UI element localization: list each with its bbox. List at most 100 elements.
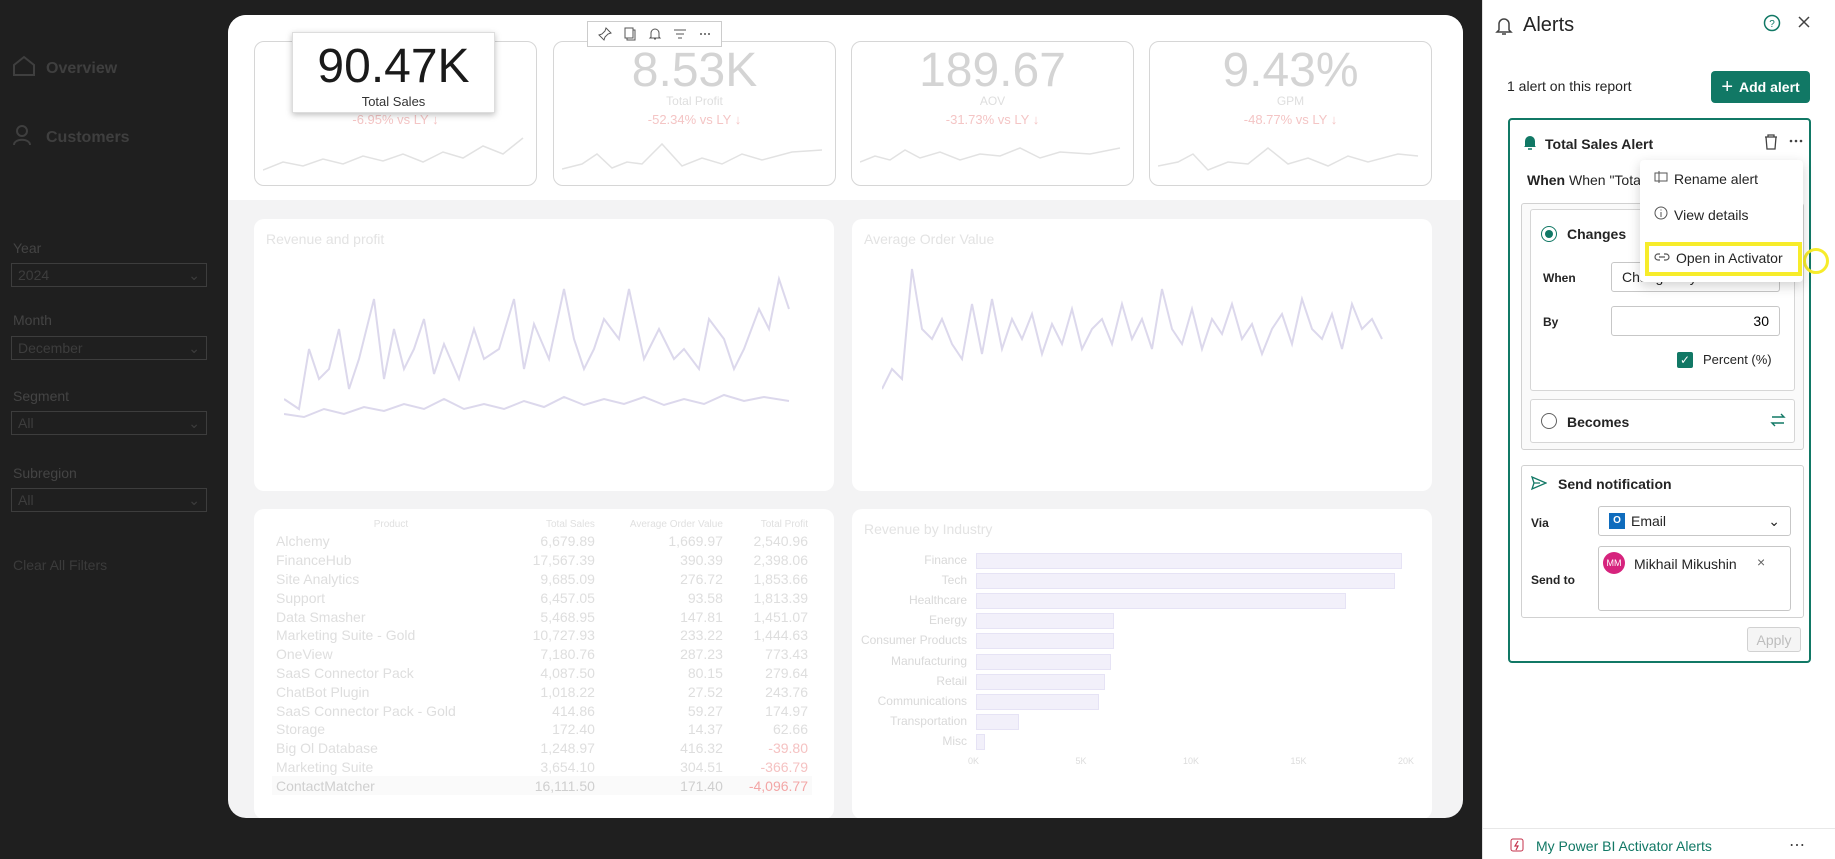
table-cell: 2,540.96: [753, 533, 809, 550]
table-header[interactable]: Average Order Value: [629, 519, 723, 530]
bar[interactable]: [976, 693, 1099, 710]
table-row[interactable]: OneView 7,180.76 287.23 773.43: [272, 645, 812, 664]
copy-icon[interactable]: [620, 24, 640, 44]
filter-subregion-select[interactable]: All ⌄: [11, 488, 207, 512]
table-cell: 287.23: [680, 646, 723, 663]
info-icon: [1654, 206, 1668, 223]
table-row[interactable]: Support 6,457.05 93.58 1,813.39: [272, 588, 812, 607]
menu-view-details[interactable]: View details: [1654, 206, 1748, 223]
revenue-by-industry-chart[interactable]: Revenue by Industry Finance Tech Healthcar…: [852, 509, 1432, 818]
home-icon: [12, 55, 36, 82]
filter-year-select[interactable]: 2024 ⌄: [11, 263, 207, 287]
add-alert-label: Add alert: [1739, 79, 1800, 95]
add-alert-button[interactable]: + Add alert: [1711, 71, 1810, 103]
table-row[interactable]: ChatBot Plugin 1,018.22 27.52 243.76: [272, 682, 812, 701]
nav-customers[interactable]: Customers: [12, 124, 130, 151]
nav-overview[interactable]: Overview: [12, 55, 117, 82]
more-options-icon[interactable]: [695, 24, 715, 44]
report-area: Overview Customers Year 2024 ⌄ Month Dece…: [0, 0, 1482, 859]
table-cell: ContactMatcher: [272, 776, 510, 796]
becomes-radio[interactable]: [1541, 413, 1557, 429]
table-row[interactable]: Alchemy 6,679.89 1,669.97 2,540.96: [272, 532, 812, 551]
table-cell: 172.40: [552, 721, 595, 738]
delete-icon[interactable]: [1763, 133, 1779, 156]
by-value-input[interactable]: [1611, 306, 1780, 336]
clear-filters-button[interactable]: Clear All Filters: [13, 557, 108, 573]
aov-chart[interactable]: Average Order Value: [852, 219, 1432, 491]
changes-radio[interactable]: [1541, 226, 1557, 242]
via-select[interactable]: O Email ⌄: [1598, 506, 1791, 536]
filter-month-select[interactable]: December ⌄: [11, 336, 207, 360]
menu-open-in-activator[interactable]: Open in Activator: [1654, 250, 1783, 266]
alerts-pane: Alerts ? 1 alert on this report + Add ale…: [1482, 0, 1835, 859]
bar[interactable]: [976, 673, 1105, 690]
remove-recipient-icon[interactable]: ×: [1757, 554, 1766, 570]
more-options-icon[interactable]: ⋯: [1789, 837, 1805, 854]
more-options-icon[interactable]: [1787, 132, 1805, 155]
filter-segment-select[interactable]: All ⌄: [11, 411, 207, 435]
table-row[interactable]: FinanceHub 17,567.39 390.39 2,398.06: [272, 551, 812, 570]
table-cell: 1,018.22: [540, 683, 595, 700]
bar[interactable]: [976, 713, 1019, 730]
bar[interactable]: [976, 573, 1396, 590]
table-header[interactable]: Total Sales: [545, 519, 595, 530]
table-cell: 1,444.63: [753, 627, 809, 644]
table-header[interactable]: Product: [373, 519, 409, 530]
table-cell: 10,727.93: [532, 627, 595, 644]
send-to-label: Send to: [1531, 573, 1575, 587]
table-header[interactable]: Total Profit: [760, 519, 808, 530]
rename-icon: [1654, 170, 1668, 187]
table-cell: 6,457.05: [540, 589, 595, 606]
table-row[interactable]: Storage 172.40 14.37 62.66: [272, 720, 812, 739]
bar[interactable]: [976, 593, 1346, 610]
menu-open-label: Open in Activator: [1676, 250, 1783, 266]
table-cell: -39.80: [768, 740, 808, 757]
table-row[interactable]: Data Smasher 5,468.95 147.81 1,451.07: [272, 607, 812, 626]
kpi-label: Total Profit: [666, 94, 723, 108]
kpi-card-aov[interactable]: 189.67 AOV -31.73% vs LY ↓: [851, 41, 1134, 186]
kpi-card-total-profit[interactable]: 8.53K Total Profit -52.34% vs LY ↓: [553, 41, 836, 186]
filter-icon[interactable]: [670, 24, 690, 44]
activator-alerts-link[interactable]: My Power BI Activator Alerts: [1536, 838, 1712, 854]
bar[interactable]: [976, 733, 985, 750]
table-row[interactable]: Marketing Suite 3,654.10 304.51 -366.79: [272, 758, 812, 777]
table-row[interactable]: Marketing Suite - Gold 10,727.93 233.22 1,4…: [272, 626, 812, 645]
by-label: By: [1543, 315, 1559, 329]
bar[interactable]: [976, 613, 1114, 630]
bar-label: Retail: [936, 673, 967, 688]
close-icon[interactable]: [1796, 14, 1812, 35]
product-table[interactable]: Product Total Sales Average Order Value Tot…: [254, 509, 834, 818]
table-cell: -4,096.77: [726, 776, 812, 796]
table-cell: 304.51: [680, 758, 723, 775]
table-row[interactable]: SaaS Connector Pack - Gold 414.86 59.27 174…: [272, 701, 812, 720]
table-row[interactable]: SaaS Connector Pack 4,087.50 80.15 279.64: [272, 664, 812, 683]
kpi-value: 8.53K: [631, 44, 758, 97]
table-cell: 1,669.97: [668, 533, 723, 550]
table-row[interactable]: ContactMatcher 16,111.50 171.40 -4,096.77: [272, 776, 812, 796]
apply-button[interactable]: Apply: [1747, 627, 1801, 652]
kpi-focus-total-sales[interactable]: 90.47K Total Sales: [292, 32, 495, 113]
table-row[interactable]: Site Analytics 9,685.09 276.72 1,853.66: [272, 570, 812, 589]
pin-icon[interactable]: [595, 24, 615, 44]
bar[interactable]: [976, 553, 1402, 569]
kpi-card-gpm[interactable]: 9.43% GPM -48.77% vs LY ↓: [1149, 41, 1432, 186]
table-cell: 233.22: [680, 627, 723, 644]
filter-label-subregion: Subregion: [13, 465, 77, 481]
bell-icon[interactable]: [645, 24, 665, 44]
table-row[interactable]: Big Ol Database 1,248.97 416.32 -39.80: [272, 739, 812, 758]
industry-bars: Finance Tech Healthcare Energy Consumer Prod…: [852, 553, 1432, 813]
help-icon[interactable]: ?: [1763, 14, 1781, 37]
bar[interactable]: [976, 633, 1114, 650]
kpi-row: -6.95% vs LY ↓ 8.53K Total Profit -52.34…: [228, 15, 1463, 200]
percent-checkbox[interactable]: ✓: [1677, 352, 1693, 368]
nav-overview-label: Overview: [46, 59, 118, 77]
send-to-field[interactable]: MM Mikhail Mikushin ×: [1598, 546, 1791, 611]
via-label: Via: [1531, 516, 1549, 530]
filter-label-year: Year: [13, 240, 42, 256]
transform-icon[interactable]: [1770, 412, 1786, 433]
kpi-label: GPM: [1276, 94, 1305, 108]
bar[interactable]: [976, 653, 1112, 670]
chevron-down-icon: ⌄: [188, 414, 200, 431]
menu-rename-alert[interactable]: Rename alert: [1654, 170, 1758, 187]
revenue-profit-chart[interactable]: Revenue and profit: [254, 219, 834, 491]
